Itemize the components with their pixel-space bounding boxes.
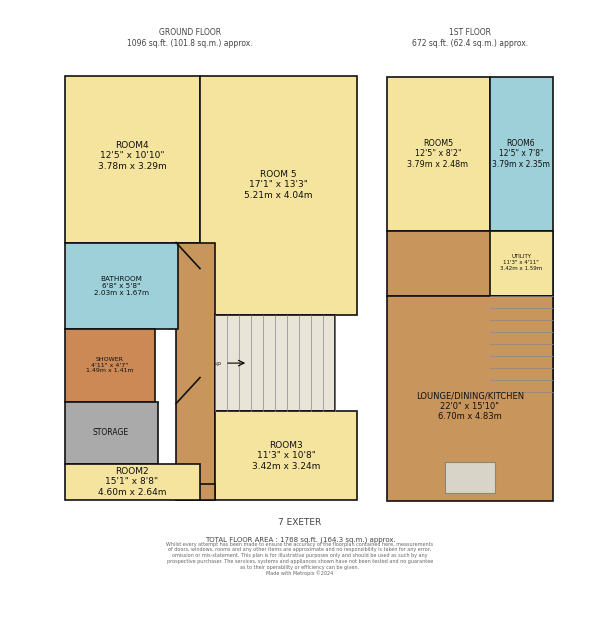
Text: ROOM 5
17'1" x 13'3"
5.21m x 4.04m: ROOM 5 17'1" x 13'3" 5.21m x 4.04m (244, 170, 312, 200)
Bar (490, 77, 553, 231)
Text: TOTAL FLOOR AREA : 1768 sq.ft. (164.3 sq.m.) approx.: TOTAL FLOOR AREA : 1768 sq.ft. (164.3 sq… (205, 536, 395, 543)
Text: ROOM2
15'1" x 8'8"
4.60m x 2.64m: ROOM2 15'1" x 8'8" 4.60m x 2.64m (98, 467, 166, 496)
Text: 7 EXETER: 7 EXETER (278, 518, 322, 527)
Bar (387, 295, 553, 501)
Bar (176, 484, 215, 500)
Text: up: up (214, 361, 222, 366)
Bar (65, 243, 178, 329)
Text: ROOM3
11'3" x 10'8"
3.42m x 3.24m: ROOM3 11'3" x 10'8" 3.42m x 3.24m (252, 441, 320, 471)
Bar (200, 76, 357, 315)
Bar (387, 77, 490, 231)
Text: SHOWER
4'11" x 4'7"
1.49m x 1.41m: SHOWER 4'11" x 4'7" 1.49m x 1.41m (86, 357, 134, 373)
Text: 1ST FLOOR
672 sq.ft. (62.4 sq.m.) approx.: 1ST FLOOR 672 sq.ft. (62.4 sq.m.) approx… (412, 29, 528, 48)
Bar (215, 411, 357, 500)
Text: GROUND FLOOR
1096 sq.ft. (101.8 sq.m.) approx.: GROUND FLOOR 1096 sq.ft. (101.8 sq.m.) a… (127, 29, 253, 48)
Text: ROOM6
12'5" x 7'8"
3.79m x 2.35m: ROOM6 12'5" x 7'8" 3.79m x 2.35m (492, 139, 550, 169)
Bar (445, 462, 495, 493)
Bar (65, 329, 155, 402)
Text: ROOM4
12'5" x 10'10"
3.78m x 3.29m: ROOM4 12'5" x 10'10" 3.78m x 3.29m (98, 141, 166, 170)
Bar (490, 231, 553, 295)
Text: Whilst every attempt has been made to ensure the accuracy of the floorplan conta: Whilst every attempt has been made to en… (166, 542, 434, 577)
Text: UTILITY
11'3" x 4'11"
3.42m x 1.59m: UTILITY 11'3" x 4'11" 3.42m x 1.59m (500, 254, 542, 271)
Bar (176, 243, 215, 500)
Text: STORAGE: STORAGE (93, 428, 129, 437)
Bar (215, 315, 335, 411)
Bar (490, 295, 553, 392)
Bar (387, 231, 553, 295)
Bar (65, 402, 158, 465)
Text: BATHROOM
6'8" x 5'8"
2.03m x 1.67m: BATHROOM 6'8" x 5'8" 2.03m x 1.67m (94, 276, 149, 296)
Text: ROOM5
12'5" x 8'2"
3.79m x 2.48m: ROOM5 12'5" x 8'2" 3.79m x 2.48m (407, 139, 469, 169)
Text: LOUNGE/DINING/KITCHEN
22'0" x 15'10"
6.70m x 4.83m: LOUNGE/DINING/KITCHEN 22'0" x 15'10" 6.7… (416, 392, 524, 421)
Bar (65, 76, 200, 243)
Bar (65, 465, 200, 500)
